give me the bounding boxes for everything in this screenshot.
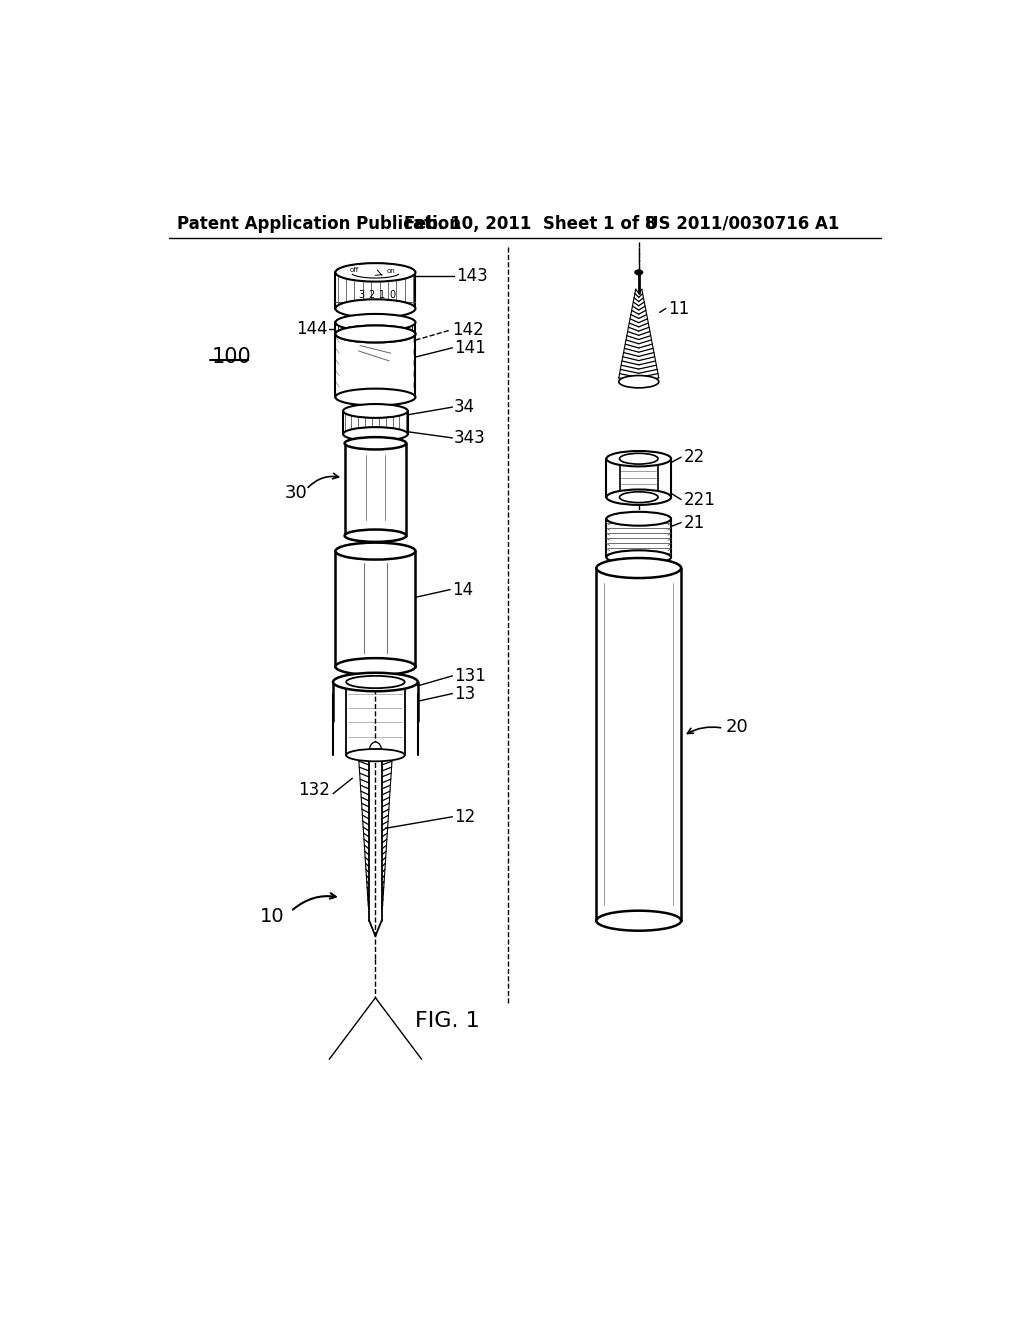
Ellipse shape [596,558,681,578]
Ellipse shape [336,326,416,342]
Text: on: on [386,268,395,273]
Ellipse shape [596,911,681,931]
Ellipse shape [346,748,404,762]
Text: 142: 142 [453,321,484,339]
Text: off: off [349,267,358,273]
Ellipse shape [336,300,416,318]
Ellipse shape [345,437,407,450]
Text: 34: 34 [454,399,475,416]
Text: 20: 20 [726,718,749,735]
Ellipse shape [333,673,418,692]
Text: 141: 141 [454,339,485,356]
Text: US 2011/0030716 A1: US 2011/0030716 A1 [645,215,840,232]
Ellipse shape [343,428,408,441]
Ellipse shape [336,263,416,281]
Text: 221: 221 [683,491,716,508]
Text: Feb. 10, 2011  Sheet 1 of 8: Feb. 10, 2011 Sheet 1 of 8 [403,215,656,232]
Text: 21: 21 [683,513,705,532]
Text: 22: 22 [683,449,705,466]
Text: FIG. 1: FIG. 1 [416,1011,480,1031]
Text: 132: 132 [298,781,331,799]
Ellipse shape [345,529,407,543]
Text: 14: 14 [453,581,473,598]
Ellipse shape [606,490,671,506]
Text: 100: 100 [211,347,251,367]
Text: 144: 144 [296,319,328,338]
Ellipse shape [346,676,404,688]
Text: 10: 10 [260,907,285,927]
Ellipse shape [343,404,408,418]
Ellipse shape [606,550,671,564]
Text: 0: 0 [389,290,395,301]
Ellipse shape [618,376,658,388]
Text: 3: 3 [358,290,365,301]
Ellipse shape [606,451,671,466]
Text: Patent Application Publication: Patent Application Publication [177,215,461,232]
Text: 13: 13 [454,685,475,702]
Ellipse shape [336,326,416,342]
Ellipse shape [606,512,671,525]
Ellipse shape [336,543,416,560]
Ellipse shape [370,742,382,760]
Ellipse shape [620,453,658,465]
Text: 143: 143 [457,267,488,285]
Text: 30: 30 [285,484,307,503]
Ellipse shape [620,492,658,503]
Ellipse shape [336,388,416,405]
Ellipse shape [336,659,416,675]
Text: 12: 12 [454,808,475,826]
Ellipse shape [635,271,643,275]
Text: 11: 11 [668,300,689,318]
Text: 131: 131 [454,667,485,685]
Text: 1: 1 [379,290,385,301]
Ellipse shape [370,742,382,760]
Ellipse shape [336,314,416,331]
Text: 2: 2 [369,290,375,301]
Text: 343: 343 [454,429,485,447]
